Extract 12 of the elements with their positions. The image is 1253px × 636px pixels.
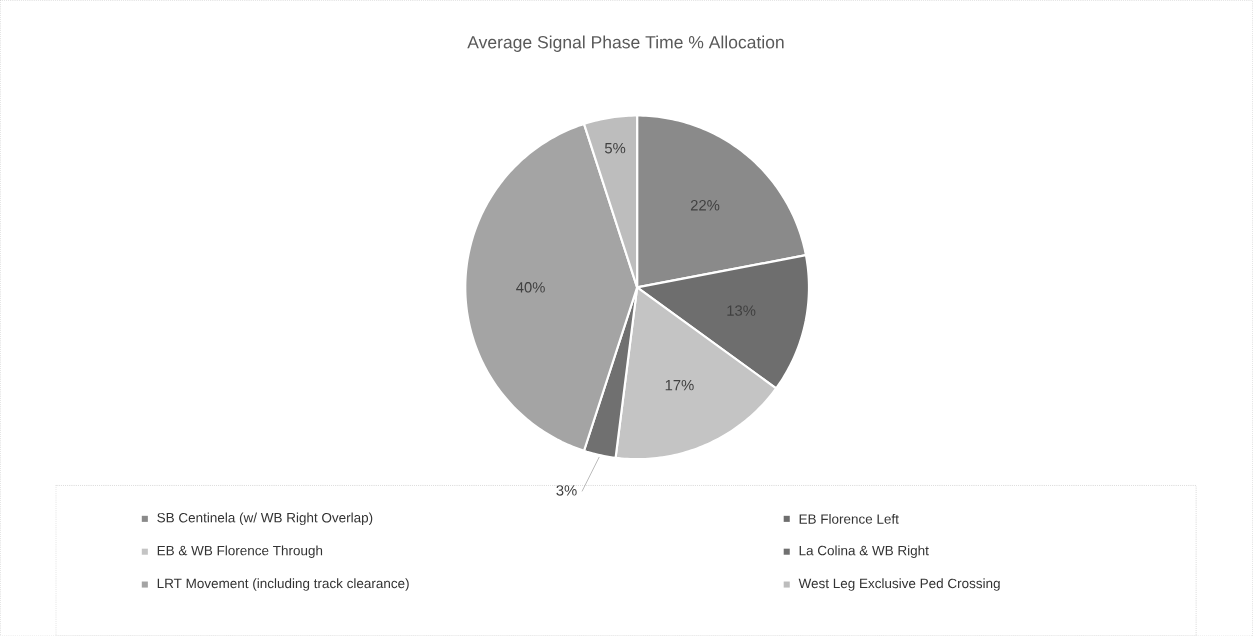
legend-label: EB & WB Florence Through [157,545,323,558]
data-label: 3% [556,484,577,496]
legend-label: SB Centinela (w/ WB Right Overlap) [157,512,373,525]
legend-label: EB Florence Left [799,513,899,524]
data-label: 17% [665,379,694,391]
chart-title: Average Signal Phase Time % Allocation [467,35,784,52]
legend-label: La Colina & WB Right [799,545,929,558]
legend-label: West Leg Exclusive Ped Crossing [798,578,1000,591]
data-label: 22% [690,199,720,211]
legend-label: LRT Movement (including track clearance) [157,578,409,591]
data-label: 5% [604,142,626,154]
data-label: 40% [516,281,545,293]
